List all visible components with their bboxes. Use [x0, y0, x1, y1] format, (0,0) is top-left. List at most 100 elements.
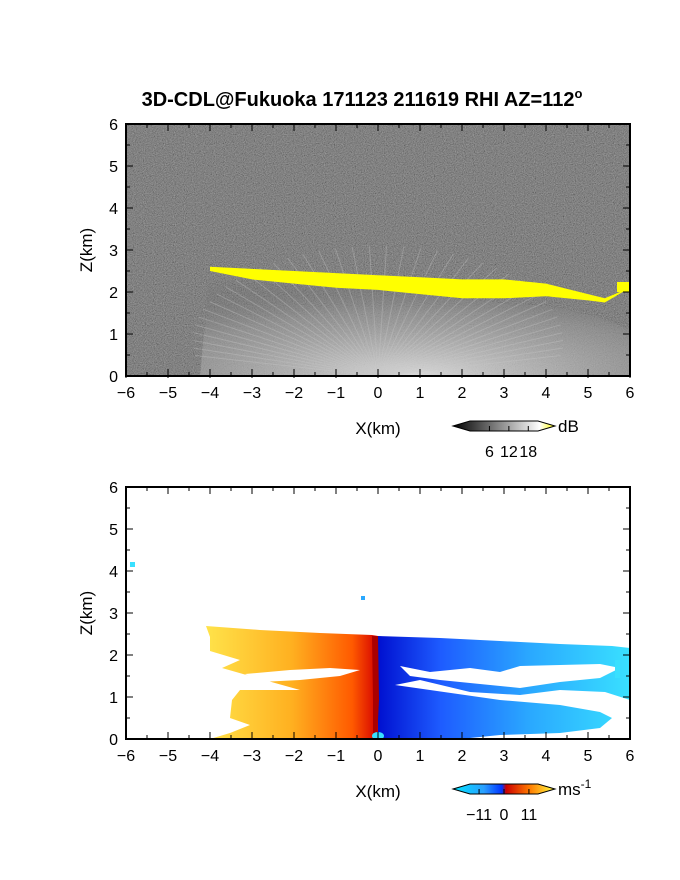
- velocity-colorbar-ticks: −11 0 11: [466, 789, 537, 824]
- velocity-y-tick-label: 2: [109, 648, 118, 665]
- reflectivity-beam-ray: [195, 355, 379, 376]
- velocity-colorbar-tick-label: 11: [521, 807, 538, 824]
- reflectivity-beam-ray: [377, 253, 454, 376]
- reflectivity-x-tick-label: −6: [117, 385, 135, 402]
- velocity-x-axis-label: X(km): [355, 782, 400, 801]
- reflectivity-colorbar-tick-label: 18: [519, 444, 537, 461]
- reflectivity-x-tick-label: 3: [500, 385, 509, 402]
- reflectivity-y-tick-label: 0: [109, 369, 118, 386]
- velocity-x-tick-label: −1: [327, 748, 345, 765]
- reflectivity-beam-ray: [377, 324, 561, 376]
- reflectivity-beam-ray: [377, 340, 564, 376]
- reflectivity-y-tick-label: 2: [109, 285, 118, 302]
- velocity-y-tick-label: 6: [109, 480, 118, 497]
- reflectivity-x-tick-label: −2: [285, 385, 303, 402]
- reflectivity-x-tick-label: 5: [584, 385, 593, 402]
- velocity-negative-region: [378, 636, 630, 739]
- reflectivity-beam-ray: [195, 324, 379, 376]
- reflectivity-x-tick-label: 2: [458, 385, 467, 402]
- reflectivity-beam-ray: [377, 246, 405, 376]
- velocity-colorbar-unit: ms-1: [558, 777, 592, 799]
- reflectivity-x-axis-label: X(km): [355, 419, 400, 438]
- velocity-y-tick-label: 3: [109, 606, 118, 623]
- reflectivity-beam-ray: [377, 347, 563, 376]
- reflectivity-beam-ray: [368, 246, 379, 376]
- velocity-y-axis-label: Z(km): [77, 591, 96, 635]
- reflectivity-beam-ray: [377, 257, 469, 376]
- velocity-x-tick-label: 3: [500, 748, 509, 765]
- velocity-x-tick-label: 6: [626, 748, 635, 765]
- velocity-axes: −6 −5 −4 −3 −2 −1 0 1 2 3 4 5 6 0 1 2 3 4 5 6: [109, 480, 634, 765]
- reflectivity-x-tick-label: −5: [159, 385, 177, 402]
- velocity-x-tick-label: −5: [159, 748, 177, 765]
- reflectivity-beam-ray: [377, 250, 438, 376]
- reflectivity-beam-ray: [377, 332, 563, 376]
- reflectivity-colorbar-bar: [451, 420, 557, 432]
- velocity-colorbar-tick-label: 0: [500, 807, 509, 824]
- reflectivity-beam-ray: [334, 248, 379, 376]
- reflectivity-x-tick-label: 1: [416, 385, 425, 402]
- reflectivity-y-tick-label: 4: [109, 201, 118, 218]
- reflectivity-colorbar-tick-label: 6: [485, 444, 494, 461]
- velocity-x-tick-label: −3: [243, 748, 261, 765]
- velocity-x-tick-label: −4: [201, 748, 219, 765]
- velocity-gap-west: [245, 668, 360, 682]
- reflectivity-beam-ray: [193, 332, 379, 376]
- velocity-x-tick-label: 0: [374, 748, 383, 765]
- velocity-isolated-echo-west: [130, 562, 135, 567]
- reflectivity-beam-ray: [377, 316, 558, 376]
- reflectivity-beam-ray: [235, 279, 379, 376]
- reflectivity-x-tick-label: −1: [327, 385, 345, 402]
- velocity-isolated-echo-east: [615, 660, 620, 678]
- reflectivity-beam-ray: [192, 340, 379, 376]
- reflectivity-y-tick-label: 5: [109, 159, 118, 176]
- reflectivity-beam-ray: [246, 273, 379, 376]
- reflectivity-beam-ray: [351, 246, 379, 376]
- reflectivity-beam-ray: [225, 286, 379, 376]
- reflectivity-edge-echo: [617, 282, 630, 292]
- reflectivity-colorbar-tick-label: 12: [500, 444, 518, 461]
- velocity-unit-base: ms: [558, 780, 581, 799]
- reflectivity-beam-ray: [209, 301, 379, 376]
- reflectivity-beam-rays: [192, 246, 564, 376]
- reflectivity-beam-ray: [203, 308, 379, 376]
- velocity-colorbar-tick-label: −11: [466, 807, 492, 824]
- velocity-x-tick-label: 4: [542, 748, 551, 765]
- velocity-positive-region: [206, 626, 378, 739]
- reflectivity-beam-ray: [377, 246, 388, 376]
- velocity-colorbar: −11 0 11 ms-1: [451, 777, 592, 824]
- velocity-y-tick-label: 5: [109, 522, 118, 539]
- reflectivity-y-tick-label: 1: [109, 327, 118, 344]
- reflectivity-colorbar-unit: dB: [558, 417, 579, 436]
- velocity-x-tick-label: 5: [584, 748, 593, 765]
- reflectivity-echo-body: [200, 268, 630, 376]
- reflectivity-beam-ray: [259, 267, 379, 376]
- title-degree-sign: o: [574, 86, 582, 101]
- velocity-unit-exponent: -1: [581, 777, 592, 791]
- velocity-x-tick-label: −6: [117, 748, 135, 765]
- reflectivity-x-tick-label: 6: [626, 385, 635, 402]
- velocity-y-tick-label: 0: [109, 732, 118, 749]
- figure-title: 3D-CDL@Fukuoka 171123 211619 RHI AZ=112o: [142, 86, 583, 111]
- velocity-x-tick-label: 2: [458, 748, 467, 765]
- reflectivity-y-tick-label: 3: [109, 243, 118, 260]
- reflectivity-beam-ray: [193, 347, 379, 376]
- reflectivity-beam-ray: [377, 286, 531, 376]
- reflectivity-y-tick-label: 6: [109, 117, 118, 134]
- reflectivity-beam-ray: [377, 293, 540, 376]
- reflectivity-colorbar-ticks: 6 12 18: [485, 426, 537, 461]
- reflectivity-y-axis-label: Z(km): [77, 228, 96, 272]
- velocity-zero-line: [372, 636, 379, 739]
- velocity-panel: −6 −5 −4 −3 −2 −1 0 1 2 3 4 5 6 0 1 2 3 4 5 6 X(km) Z(km) −…: [77, 480, 635, 824]
- reflectivity-beam-ray: [318, 250, 379, 376]
- reflectivity-beam-ray: [216, 293, 379, 376]
- velocity-x-tick-label: 1: [416, 748, 425, 765]
- velocity-isolated-echo-upper: [361, 596, 365, 600]
- velocity-y-tick-label: 4: [109, 564, 118, 581]
- reflectivity-beam-ray: [377, 248, 422, 376]
- velocity-x-tick-label: −2: [285, 748, 303, 765]
- reflectivity-beam-ray: [377, 301, 547, 376]
- reflectivity-x-tick-label: 0: [374, 385, 383, 402]
